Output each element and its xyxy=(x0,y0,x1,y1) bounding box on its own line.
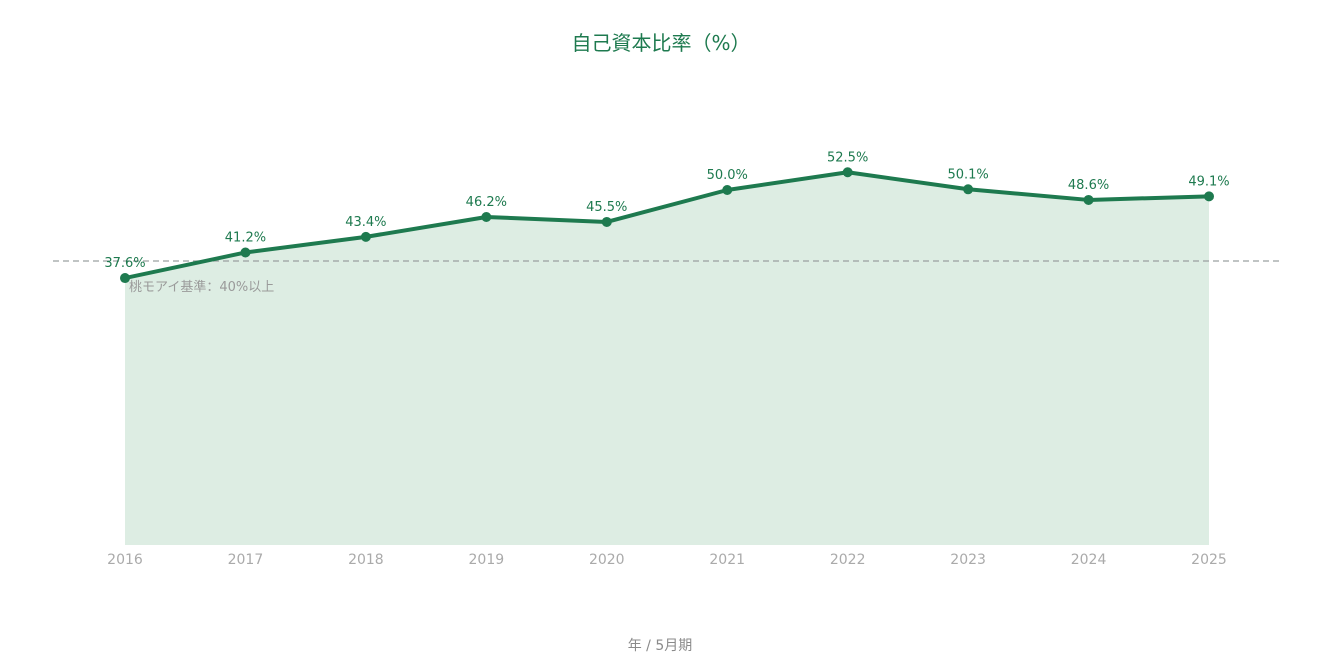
x-tick-label: 2018 xyxy=(348,552,384,568)
data-label: 50.0% xyxy=(707,168,748,183)
data-point xyxy=(1083,194,1094,205)
x-tick-label: 2017 xyxy=(228,552,264,568)
reference-label: 桃モアイ基準：40%以上 xyxy=(129,279,274,295)
area-layer xyxy=(125,172,1209,545)
data-label: 43.4% xyxy=(345,215,386,230)
x-tick-label: 2024 xyxy=(1071,552,1107,568)
x-tick-label: 2019 xyxy=(469,552,505,568)
data-label: 49.1% xyxy=(1188,174,1229,189)
reference-layer: 桃モアイ基準：40%以上 xyxy=(53,260,1280,295)
data-label: 45.5% xyxy=(586,200,627,215)
data-label: 41.2% xyxy=(225,230,266,245)
data-point xyxy=(963,184,974,195)
x-tick-layer: 2016 2017 2018 2019 2020 2021 2022 2023 2024 2025 xyxy=(107,552,1227,568)
x-tick-label: 2016 xyxy=(107,552,143,568)
data-point xyxy=(1204,191,1214,202)
x-axis-label: 年 / 5月期 xyxy=(628,638,693,654)
area-fill xyxy=(125,172,1209,545)
data-point xyxy=(240,247,251,258)
x-tick-label: 2021 xyxy=(709,552,745,568)
data-label: 48.6% xyxy=(1068,178,1109,193)
data-label: 52.5% xyxy=(827,150,868,165)
data-point xyxy=(601,216,612,227)
data-point xyxy=(481,211,492,222)
data-label: 37.6% xyxy=(104,256,145,271)
point-layer xyxy=(120,167,1214,284)
data-point xyxy=(120,273,130,284)
chart-title: 自己資本比率（%） xyxy=(571,31,750,55)
x-tick-label: 2023 xyxy=(950,552,986,568)
x-tick-label: 2022 xyxy=(830,552,866,568)
x-tick-label: 2025 xyxy=(1191,552,1227,568)
data-label-layer: 37.6% 41.2% 43.4% 46.2% 45.5% 50.0% 52.5% 50.1%… xyxy=(104,150,1229,271)
data-label: 46.2% xyxy=(466,195,507,210)
data-point xyxy=(360,231,371,242)
line-layer xyxy=(123,170,1211,281)
data-point xyxy=(842,167,853,178)
data-label: 50.1% xyxy=(947,167,988,182)
data-point xyxy=(722,185,733,195)
x-tick-label: 2020 xyxy=(589,552,625,568)
series-line xyxy=(123,170,1211,281)
